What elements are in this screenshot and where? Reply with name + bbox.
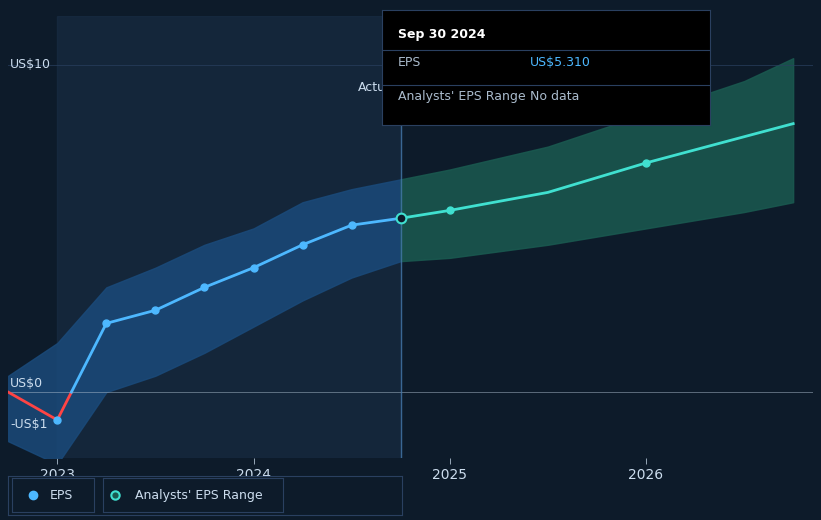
Text: Actual: Actual <box>357 81 397 94</box>
Text: Analysts' EPS Range: Analysts' EPS Range <box>398 90 525 103</box>
Text: US$0: US$0 <box>10 378 44 391</box>
Text: US$5.310: US$5.310 <box>530 56 590 69</box>
Text: Analysts Forecasts: Analysts Forecasts <box>410 81 527 94</box>
Text: EPS: EPS <box>398 56 421 69</box>
Text: EPS: EPS <box>49 489 72 502</box>
Text: -US$1: -US$1 <box>10 419 48 432</box>
Text: Analysts' EPS Range: Analysts' EPS Range <box>135 489 263 502</box>
Text: Sep 30 2024: Sep 30 2024 <box>398 28 486 41</box>
Text: US$10: US$10 <box>10 58 51 71</box>
Text: No data: No data <box>530 90 579 103</box>
Bar <box>57 16 401 458</box>
